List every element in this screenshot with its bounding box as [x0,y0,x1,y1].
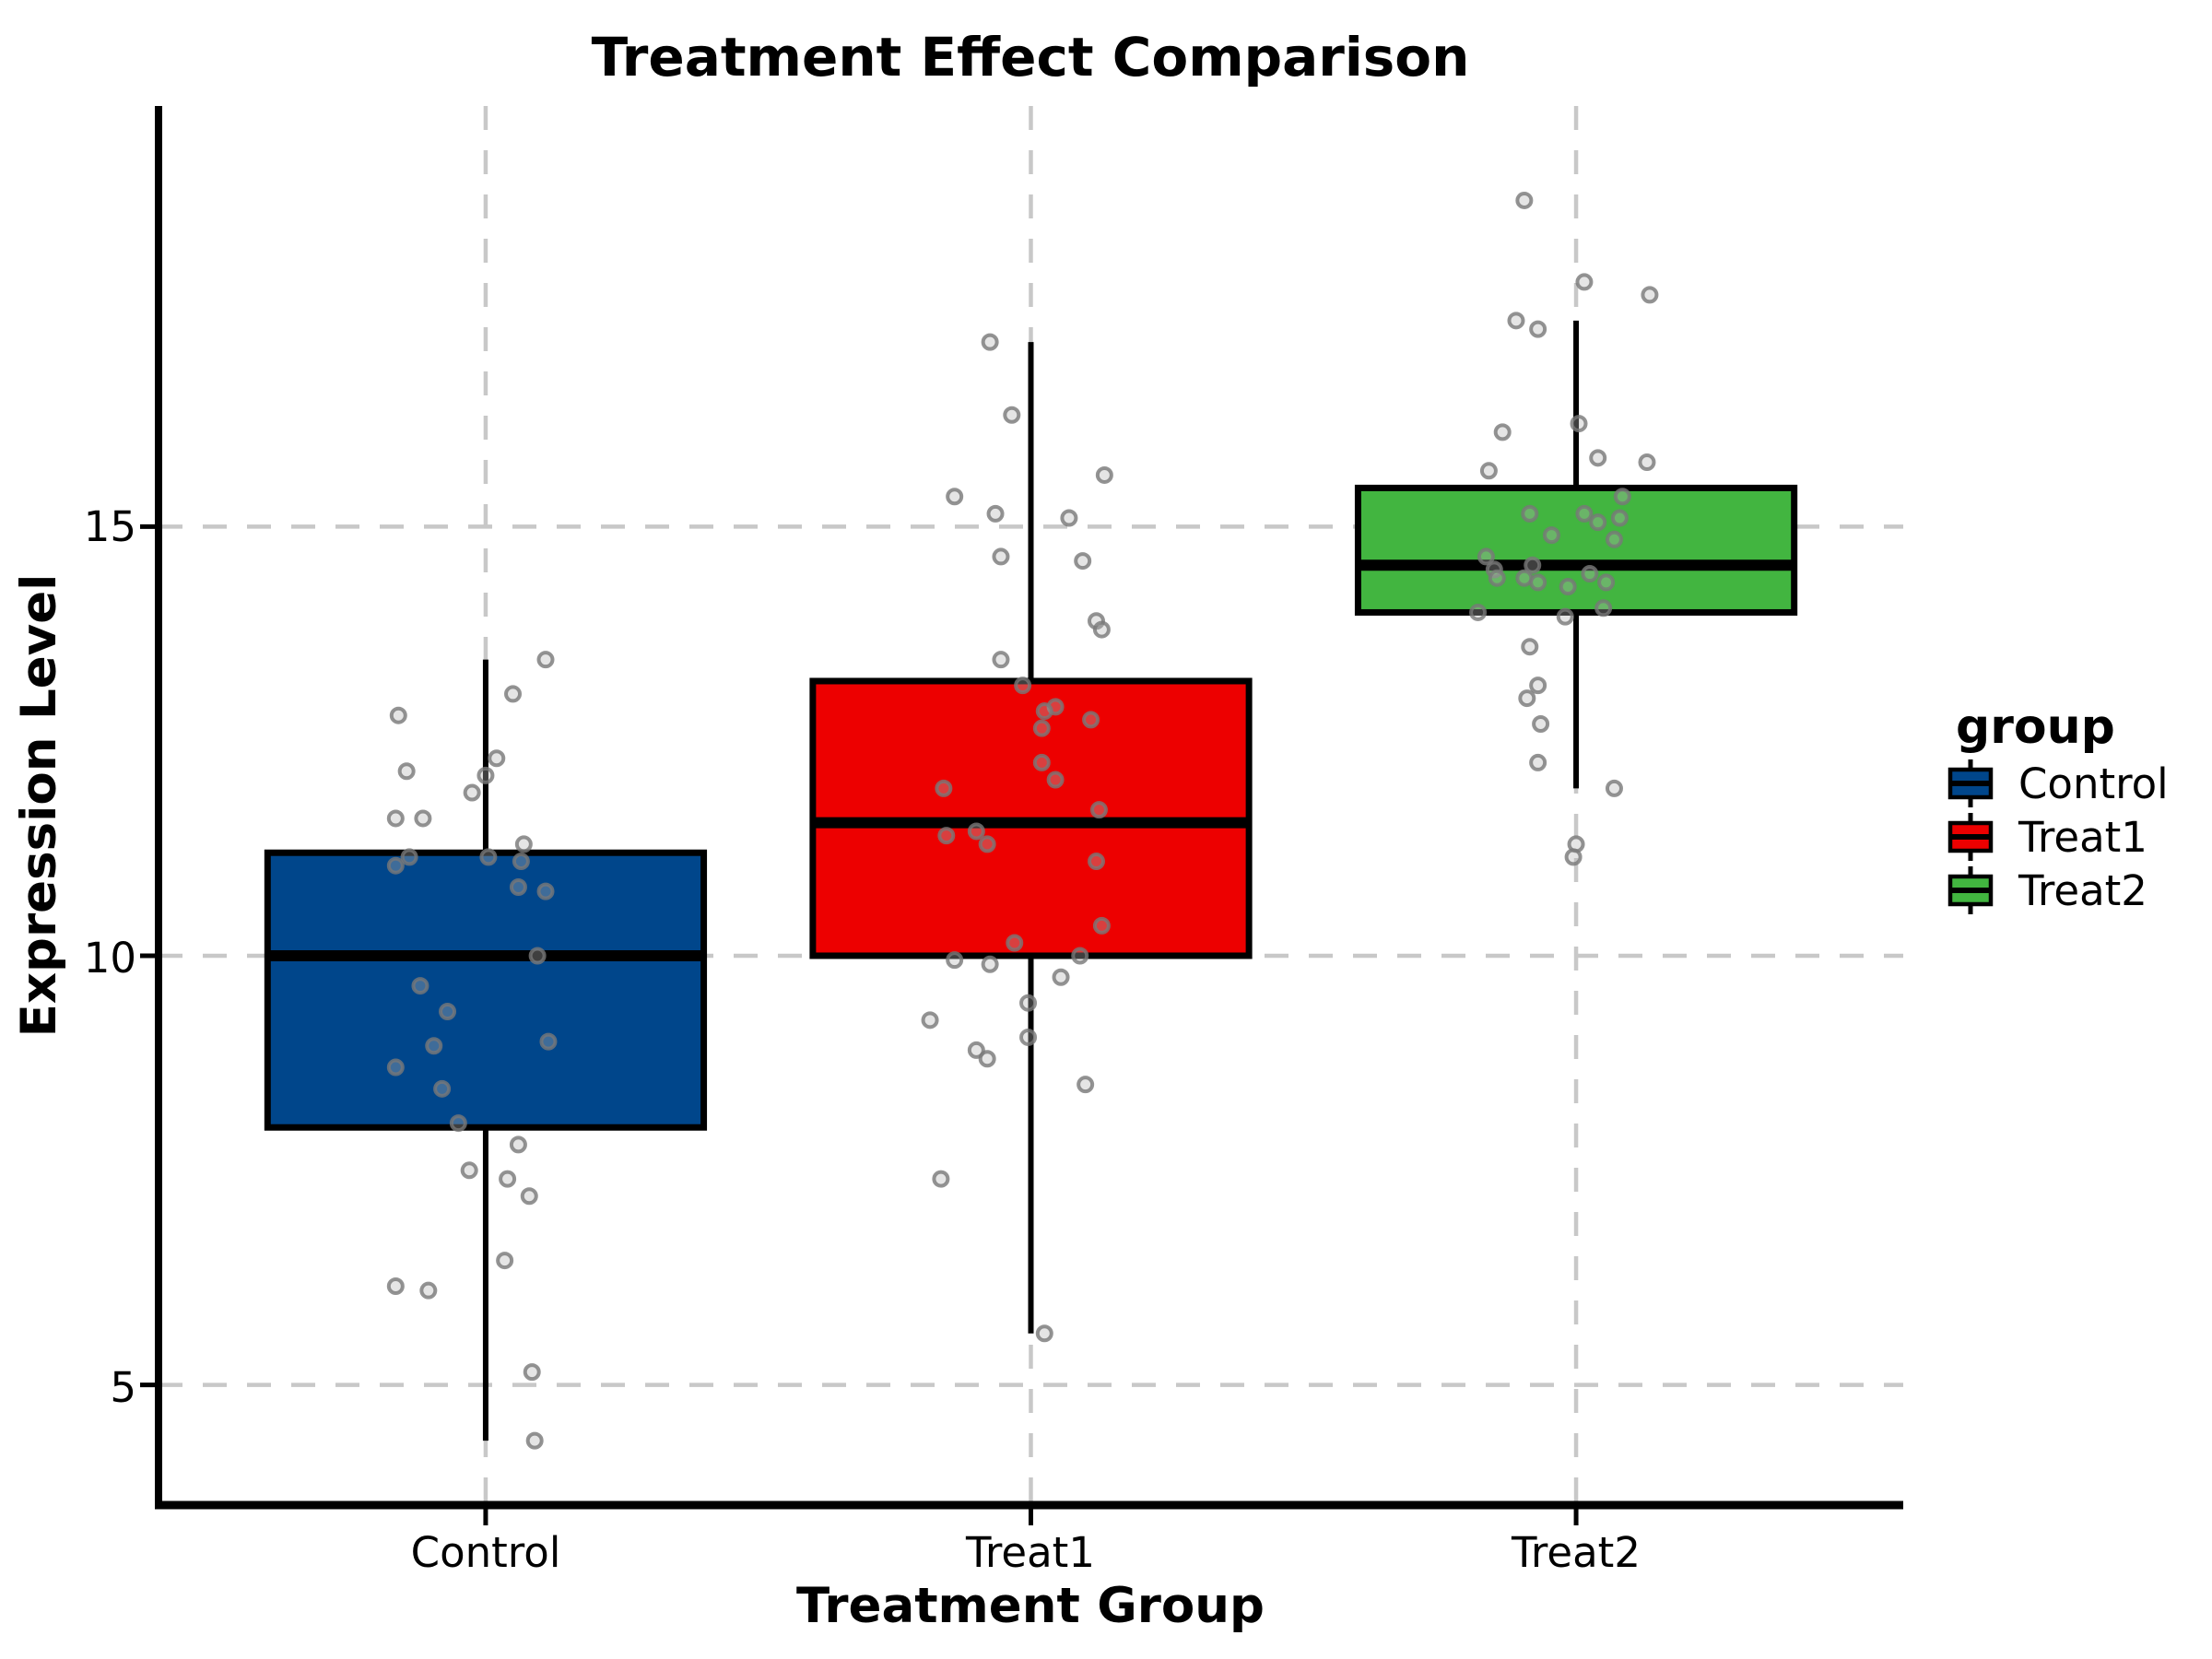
legend-key-layer [1947,759,1994,914]
legend-label-control: Control [2018,759,2169,808]
x-tick-label-control: Control [411,1528,561,1577]
y-axis-title: Expression Level [11,574,67,1038]
x-tick-label-treat1: Treat1 [965,1528,1095,1577]
y-tick-label-5: 5 [110,1363,136,1412]
axis-layer [140,106,1903,1525]
x-tick-label-treat2: Treat2 [1511,1528,1641,1577]
y-tick-label-10: 10 [84,934,136,982]
legend-title: group [1956,700,2115,755]
box-layer [264,320,1798,1441]
chart-title: Treatment Effect Comparison [592,26,1470,88]
y-tick-label-15: 15 [84,502,136,551]
jitter-layer [386,191,1659,1450]
x-axis-title: Treatment Group [796,1578,1265,1634]
legend-label-treat2: Treat2 [2018,866,2147,915]
legend-label-treat1: Treat1 [2018,813,2147,862]
